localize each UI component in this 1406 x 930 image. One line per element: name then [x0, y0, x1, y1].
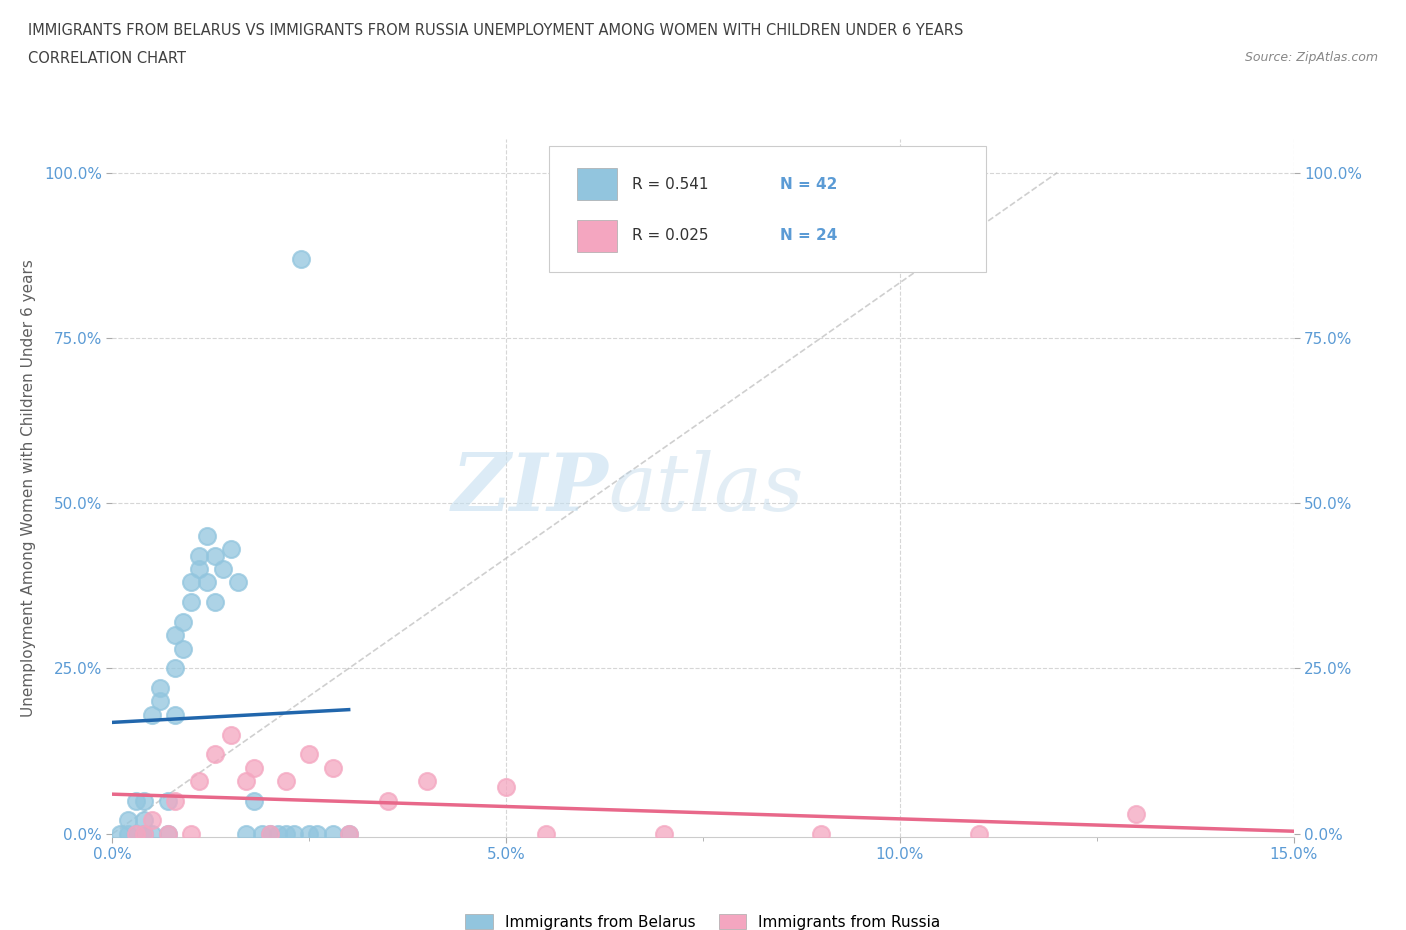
Immigrants from Belarus [235, 826, 257, 841]
Immigrants from Belarus [267, 826, 290, 841]
Text: N = 42: N = 42 [780, 177, 837, 192]
Immigrants from Belarus [117, 826, 139, 841]
Immigrants from Russia [188, 774, 211, 789]
Immigrants from Belarus [298, 826, 321, 841]
Immigrants from Belarus [156, 793, 179, 808]
Immigrants from Belarus [149, 694, 172, 709]
FancyBboxPatch shape [576, 220, 617, 253]
Immigrants from Belarus [156, 826, 179, 841]
Text: atlas: atlas [609, 449, 804, 527]
Immigrants from Belarus [165, 661, 187, 676]
Immigrants from Belarus [141, 707, 163, 722]
Immigrants from Russia [259, 826, 281, 841]
Immigrants from Belarus [219, 542, 242, 557]
Immigrants from Belarus [204, 549, 226, 564]
Immigrants from Russia [810, 826, 832, 841]
Text: IMMIGRANTS FROM BELARUS VS IMMIGRANTS FROM RUSSIA UNEMPLOYMENT AMONG WOMEN WITH : IMMIGRANTS FROM BELARUS VS IMMIGRANTS FR… [28, 23, 963, 38]
Text: ZIP: ZIP [451, 449, 609, 527]
Immigrants from Belarus [165, 628, 187, 643]
Immigrants from Russia [180, 826, 202, 841]
Immigrants from Russia [125, 826, 148, 841]
Immigrants from Belarus [110, 826, 132, 841]
Immigrants from Belarus [204, 595, 226, 610]
Immigrants from Belarus [172, 615, 194, 630]
Immigrants from Belarus [290, 251, 312, 266]
Immigrants from Belarus [117, 813, 139, 828]
Immigrants from Russia [337, 826, 360, 841]
Immigrants from Russia [165, 793, 187, 808]
Immigrants from Belarus [211, 562, 233, 577]
Text: Source: ZipAtlas.com: Source: ZipAtlas.com [1244, 51, 1378, 64]
Immigrants from Russia [156, 826, 179, 841]
Immigrants from Belarus [132, 813, 155, 828]
Legend: Immigrants from Belarus, Immigrants from Russia: Immigrants from Belarus, Immigrants from… [460, 908, 946, 930]
Text: N = 24: N = 24 [780, 228, 837, 244]
Immigrants from Russia [274, 774, 297, 789]
Immigrants from Belarus [141, 826, 163, 841]
Immigrants from Russia [235, 774, 257, 789]
Immigrants from Russia [141, 813, 163, 828]
FancyBboxPatch shape [576, 168, 617, 200]
Immigrants from Russia [652, 826, 675, 841]
FancyBboxPatch shape [550, 147, 987, 272]
Immigrants from Russia [132, 826, 155, 841]
Immigrants from Belarus [180, 575, 202, 590]
Immigrants from Belarus [125, 826, 148, 841]
Text: R = 0.025: R = 0.025 [633, 228, 709, 244]
Immigrants from Russia [243, 760, 266, 775]
Immigrants from Belarus [195, 575, 218, 590]
Immigrants from Belarus [180, 595, 202, 610]
Text: R = 0.541: R = 0.541 [633, 177, 709, 192]
Immigrants from Russia [219, 727, 242, 742]
Immigrants from Belarus [188, 562, 211, 577]
Immigrants from Belarus [322, 826, 344, 841]
Immigrants from Belarus [250, 826, 273, 841]
Immigrants from Russia [534, 826, 557, 841]
Immigrants from Belarus [165, 707, 187, 722]
Immigrants from Belarus [228, 575, 250, 590]
Y-axis label: Unemployment Among Women with Children Under 6 years: Unemployment Among Women with Children U… [21, 259, 35, 717]
Text: CORRELATION CHART: CORRELATION CHART [28, 51, 186, 66]
Immigrants from Russia [204, 747, 226, 762]
Immigrants from Belarus [132, 793, 155, 808]
Immigrants from Belarus [195, 529, 218, 544]
Immigrants from Belarus [188, 549, 211, 564]
Immigrants from Russia [1125, 806, 1147, 821]
Immigrants from Russia [322, 760, 344, 775]
Immigrants from Belarus [132, 826, 155, 841]
Immigrants from Russia [416, 774, 439, 789]
Immigrants from Russia [377, 793, 399, 808]
Immigrants from Russia [495, 780, 517, 795]
Immigrants from Belarus [307, 826, 329, 841]
Immigrants from Belarus [172, 641, 194, 656]
Immigrants from Belarus [125, 793, 148, 808]
Immigrants from Belarus [283, 826, 305, 841]
Immigrants from Belarus [243, 793, 266, 808]
Immigrants from Belarus [259, 826, 281, 841]
Immigrants from Belarus [337, 826, 360, 841]
Immigrants from Russia [298, 747, 321, 762]
Immigrants from Belarus [149, 681, 172, 696]
Immigrants from Russia [967, 826, 990, 841]
Immigrants from Belarus [274, 826, 297, 841]
